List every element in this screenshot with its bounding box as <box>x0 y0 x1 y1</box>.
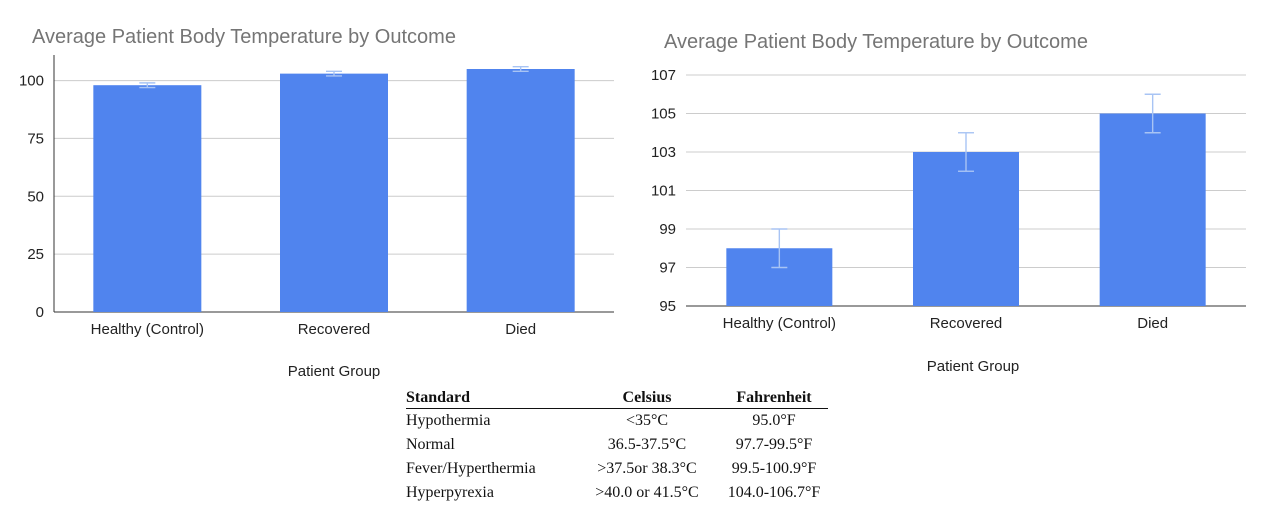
table-cell: Hyperpyrexia <box>406 484 494 501</box>
table-row: Hyperpyrexia >40.0 or 41.5°C 104.0-106.7… <box>406 481 828 505</box>
y-tick-label: 105 <box>651 106 676 123</box>
bar <box>466 69 575 312</box>
y-tick-label: 97 <box>659 260 676 277</box>
y-tick-label: 107 <box>651 67 676 84</box>
y-tick-label: 99 <box>659 221 676 238</box>
table-header-row: Standard Celsius Fahrenheit <box>406 388 828 409</box>
header-fahrenheit: Fahrenheit <box>720 388 828 409</box>
x-tick-label: Died <box>505 321 536 338</box>
x-tick-label: Healthy (Control) <box>91 321 204 338</box>
chart-right: Average Patient Body Temperature by Outc… <box>640 0 1274 400</box>
x-tick-label: Died <box>1137 315 1168 332</box>
table-row: Normal 36.5-37.5°C 97.7-99.5°F <box>406 433 828 457</box>
x-tick-label: Recovered <box>930 315 1003 332</box>
bar <box>280 73 388 312</box>
chart-left: Average Patient Body Temperature by Outc… <box>0 0 620 400</box>
chart-left-svg: Average Patient Body Temperature by Outc… <box>19 26 614 380</box>
bar <box>93 85 202 312</box>
table-row: Hypothermia <35°C 95.0°F <box>406 409 828 434</box>
table-cell: 95.0°F <box>752 412 796 429</box>
y-tick-label: 75 <box>27 130 44 147</box>
table-row: Fever/Hyperthermia >37.5or 38.3°C 99.5-1… <box>406 457 828 481</box>
header-celsius: Celsius <box>574 388 720 409</box>
y-tick-label: 95 <box>659 298 676 315</box>
x-axis-label: Patient Group <box>927 358 1020 375</box>
table-cell: 97.7-99.5°F <box>735 436 813 453</box>
y-tick-label: 101 <box>651 183 676 200</box>
x-tick-label: Healthy (Control) <box>723 315 836 332</box>
table-cell: Normal <box>406 436 455 453</box>
chart-title: Average Patient Body Temperature by Outc… <box>664 31 1088 53</box>
header-standard: Standard <box>406 388 574 409</box>
bar <box>913 152 1019 306</box>
temperature-standards-table: Standard Celsius Fahrenheit Hypothermia … <box>406 388 828 505</box>
chart-right-svg: Average Patient Body Temperature by Outc… <box>651 31 1246 375</box>
table-cell: <35°C <box>625 412 669 429</box>
y-tick-label: 0 <box>36 304 44 321</box>
table-cell: Fever/Hyperthermia <box>406 460 536 477</box>
table-cell: 36.5-37.5°C <box>607 436 687 453</box>
y-tick-label: 25 <box>27 246 44 263</box>
bar <box>1099 113 1206 306</box>
chart-title: Average Patient Body Temperature by Outc… <box>32 26 456 48</box>
table-cell: Hypothermia <box>406 412 491 429</box>
x-tick-label: Recovered <box>298 321 371 338</box>
x-axis-label: Patient Group <box>288 363 381 380</box>
y-tick-label: 50 <box>27 188 44 205</box>
table-cell: >37.5or 38.3°C <box>597 460 697 477</box>
y-tick-label: 103 <box>651 144 676 161</box>
table-cell: 99.5-100.9°F <box>731 460 817 477</box>
table-cell: >40.0 or 41.5°C <box>595 484 699 501</box>
y-tick-label: 100 <box>19 73 44 90</box>
table-cell: 104.0-106.7°F <box>727 484 821 501</box>
